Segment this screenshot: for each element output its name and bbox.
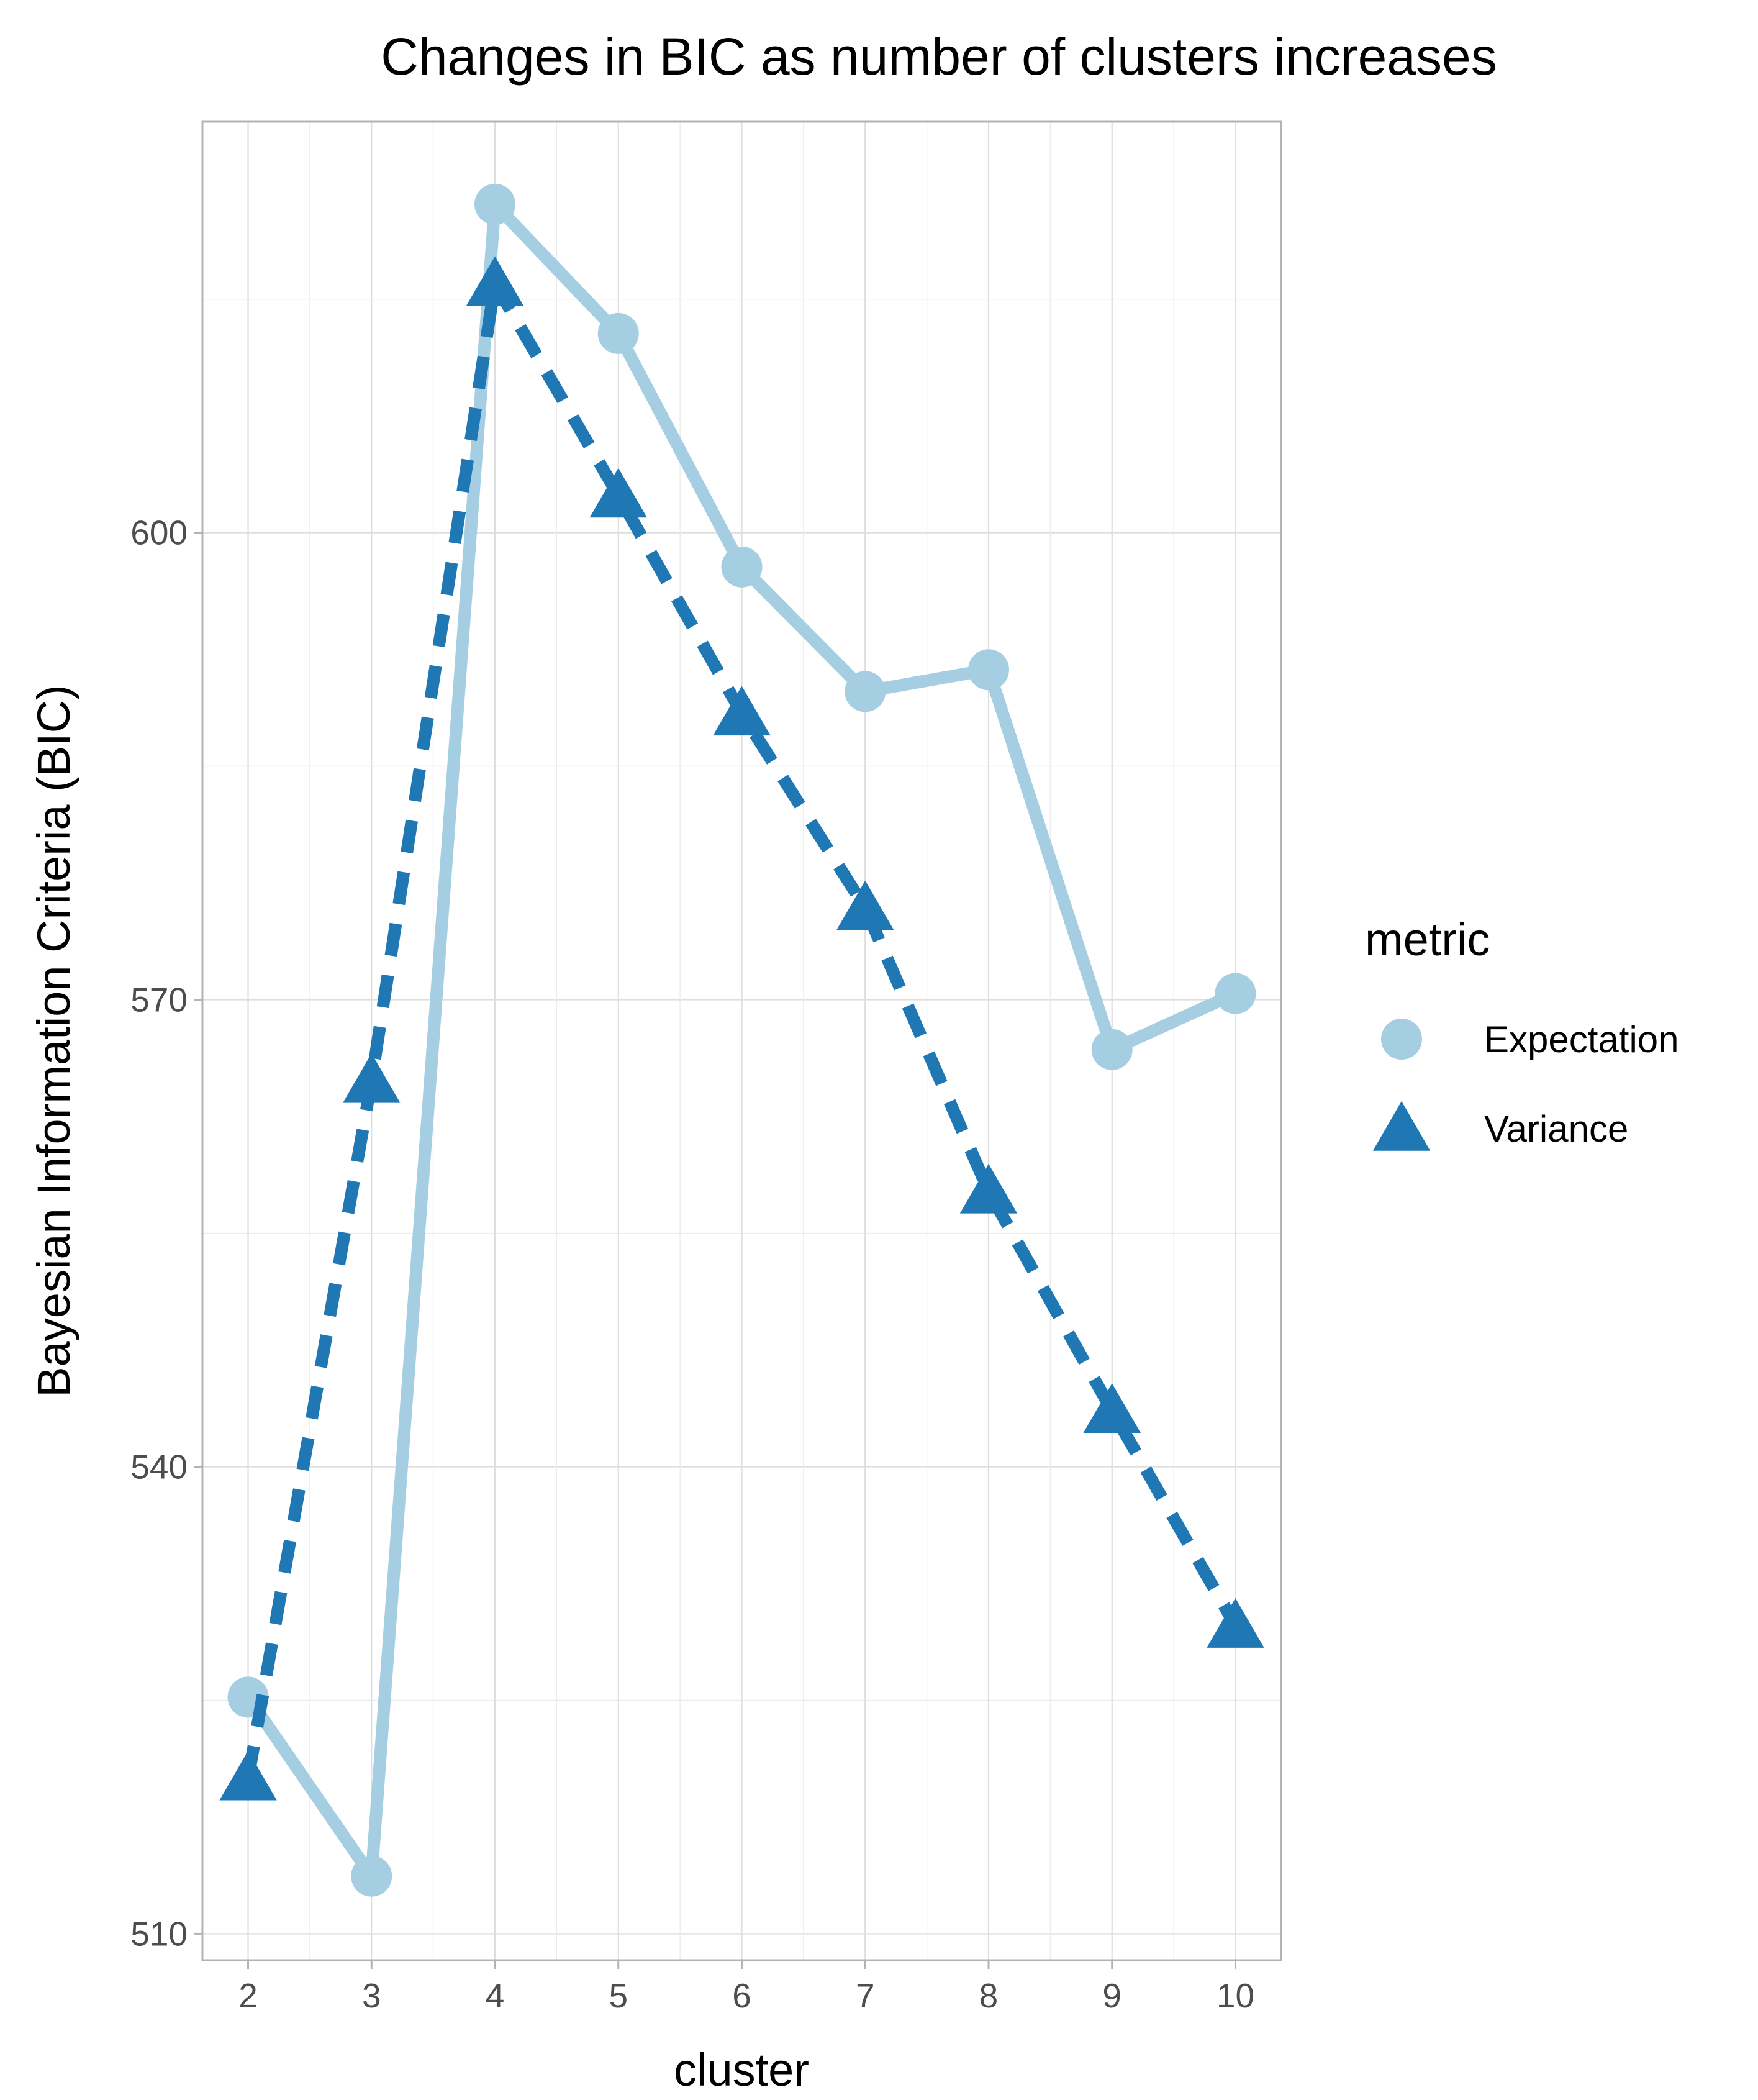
- variance-point: [713, 686, 771, 736]
- y-tick-label: 510: [130, 1914, 188, 1953]
- legend-item-variance: Variance: [1372, 1101, 1628, 1151]
- x-axis-title: cluster: [674, 2044, 809, 2096]
- y-tick-label: 570: [130, 981, 188, 1019]
- x-tick-label: 2: [238, 1976, 258, 2015]
- legend-key-expectation-icon: [1381, 1019, 1422, 1060]
- x-tick-label: 9: [1102, 1976, 1121, 2015]
- expectation-point: [474, 183, 516, 225]
- legend-key-variance-icon: [1372, 1101, 1431, 1151]
- expectation-point: [721, 546, 763, 588]
- x-tick-label: 3: [362, 1976, 381, 2015]
- expectation-series: [227, 183, 1256, 1897]
- variance-point: [1207, 1598, 1264, 1648]
- y-tick-label: 600: [130, 514, 188, 552]
- variance-point: [466, 256, 524, 306]
- expectation-point: [597, 312, 639, 354]
- x-tick-label: 5: [609, 1976, 628, 2015]
- y-tick-label: 540: [130, 1447, 188, 1486]
- chart-title: Changes in BIC as number of clusters inc…: [381, 27, 1497, 86]
- legend-title: metric: [1365, 914, 1490, 965]
- legend-items: Expectation Variance: [1372, 1019, 1679, 1151]
- variance-point: [589, 468, 647, 518]
- x-tick-label: 10: [1217, 1976, 1254, 2015]
- x-tick-label: 4: [486, 1976, 505, 2015]
- variance-point: [219, 1750, 277, 1801]
- x-tick-label: 8: [979, 1976, 999, 2015]
- expectation-point: [967, 649, 1009, 691]
- variance-point: [1083, 1383, 1141, 1433]
- variance-point: [343, 1053, 401, 1103]
- variance-point: [959, 1163, 1018, 1214]
- variance-point: [836, 880, 894, 930]
- x-tick-label: 6: [732, 1976, 751, 2015]
- x-tick-label: 7: [856, 1976, 875, 2015]
- expectation-point: [1215, 973, 1256, 1014]
- legend-item-expectation: Expectation: [1381, 1019, 1679, 1060]
- expectation-point: [351, 1855, 392, 1897]
- legend: metric Expectation Variance: [1365, 914, 1679, 1151]
- expectation-point: [845, 671, 886, 712]
- variance-series: [219, 256, 1264, 1801]
- axis-ticks: 510 540 570 600 2 3 4 5 6 7 8 9 10: [130, 514, 1254, 2015]
- legend-label-variance: Variance: [1484, 1108, 1628, 1150]
- legend-label-expectation: Expectation: [1484, 1019, 1679, 1060]
- y-axis-title: Bayesian Information Criteria (BIC): [28, 684, 79, 1397]
- data-series: [219, 183, 1264, 1897]
- expectation-point: [1091, 1029, 1133, 1070]
